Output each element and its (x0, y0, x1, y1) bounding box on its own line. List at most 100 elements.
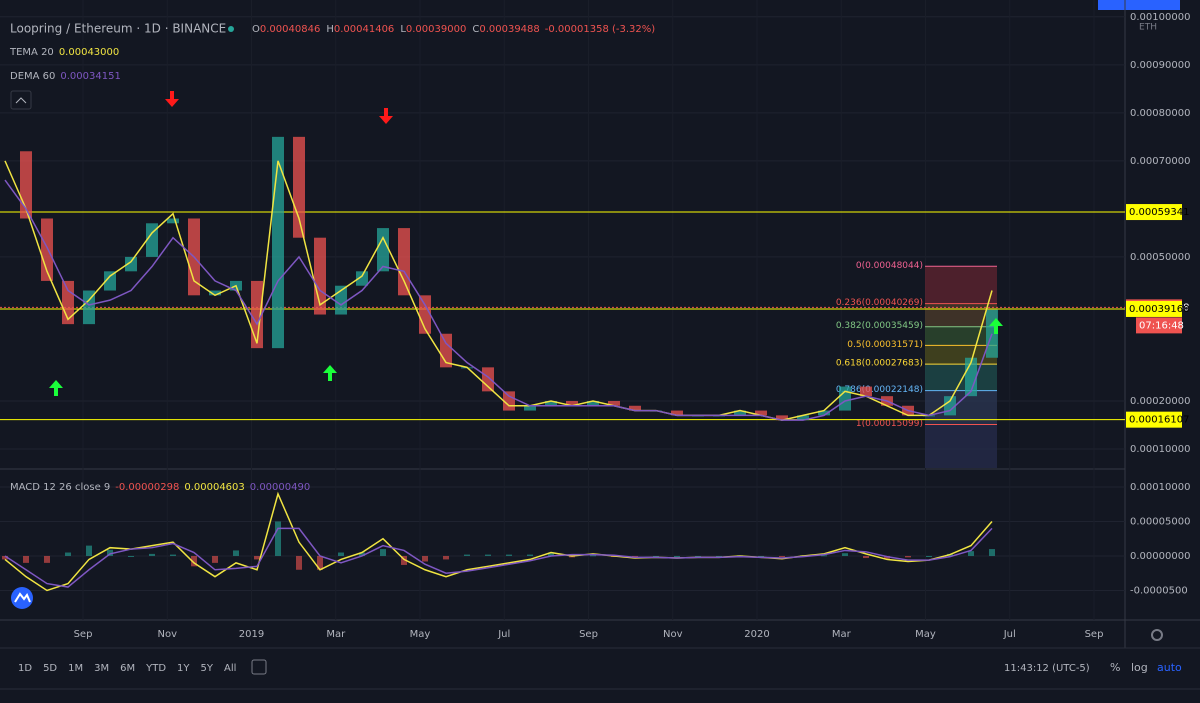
histogram-bar (443, 555, 449, 560)
period-button[interactable]: All (224, 663, 236, 674)
histogram-bar (23, 555, 29, 563)
histogram-bar (464, 554, 470, 556)
candles (20, 136, 998, 421)
ohlc-value: 0.00039488 (479, 24, 539, 35)
period-button[interactable]: 1Y (177, 663, 190, 674)
histogram-bar (296, 555, 302, 570)
period-button[interactable]: 1D (18, 663, 32, 674)
indicator-line (4, 179, 993, 421)
x-tick-label: May (410, 629, 431, 640)
scale-button[interactable]: auto (1157, 661, 1182, 674)
x-tick-label: 2019 (239, 629, 264, 640)
histogram-bar (758, 555, 764, 557)
x-tick-label: Jul (1003, 629, 1016, 640)
y-tick-label: 0.00005000 (1130, 516, 1190, 527)
candle (587, 400, 599, 406)
candle (419, 295, 431, 334)
fib-label: 0.618(0.00027683) (836, 359, 923, 369)
candle (776, 415, 788, 421)
macd-legend: MACD 12 26 close 9 -0.00000298 0.00004603 0… (10, 482, 310, 493)
histogram-bar (65, 552, 71, 556)
collapse-icon (15, 97, 27, 104)
histogram-bar (506, 554, 512, 556)
histogram-bar (254, 555, 260, 560)
collapse-button[interactable] (10, 90, 32, 110)
change: -0.00001358 (-3.32%) (545, 24, 656, 35)
fib-band (925, 390, 997, 425)
y-tick-label: 0.00100000 (1130, 12, 1190, 23)
candle (755, 410, 767, 416)
toolbar: 1D 5D 1M 3M 6M YTD 1Y 5Y All 11:43:12 (UTC-5)% log… (18, 661, 1182, 674)
axes: 0.00010000 0.00020000 0.00050000 0.00070000… (74, 12, 1191, 640)
candle (167, 218, 179, 224)
candle (818, 410, 830, 416)
candle (272, 136, 284, 349)
logo-icon (14, 592, 31, 603)
top-button[interactable] (1098, 0, 1180, 10)
histogram-bar (380, 549, 386, 556)
fib-label: 0.5(0.00031571) (847, 340, 923, 350)
x-tick-label: Jul (497, 629, 510, 640)
fib-label: 0.236(0.00040269) (836, 298, 923, 308)
histogram-bar (86, 545, 92, 556)
macd-line (4, 491, 993, 592)
histogram-bar (2, 555, 8, 560)
histogram-bar (107, 549, 113, 556)
candle (860, 386, 872, 397)
histogram-bar (905, 555, 911, 558)
ohlc-label: C (472, 24, 479, 35)
candle (671, 410, 683, 416)
period-button[interactable]: 6M (120, 663, 135, 674)
countdown: 07:16:48 (1139, 320, 1184, 331)
compare-icon[interactable] (251, 659, 267, 675)
macd-line (4, 527, 993, 588)
clock: 11:43:12 (UTC-5) (1004, 663, 1090, 674)
period-button[interactable]: 1M (68, 663, 83, 674)
x-tick-label: May (915, 629, 936, 640)
candle (608, 400, 620, 406)
candle (146, 223, 158, 257)
y-tick-label: -0.0000500 (1130, 585, 1188, 596)
candle (398, 228, 410, 296)
candle (83, 290, 95, 325)
histogram-bar (548, 552, 554, 556)
histogram-bar (401, 555, 407, 565)
period-button[interactable]: 5D (43, 663, 57, 674)
x-tick-label: Sep (1085, 629, 1104, 640)
period-button[interactable]: 5Y (201, 663, 214, 674)
arrow-up (989, 318, 1003, 334)
settings-icon[interactable] (1151, 629, 1163, 641)
period-button[interactable]: 3M (94, 663, 109, 674)
price-label: 0.00039160 (1129, 304, 1189, 315)
candle (209, 290, 221, 296)
scale-button[interactable]: % (1110, 661, 1120, 674)
fib-band (925, 345, 997, 365)
fib-label: 1(0.00015099) (856, 419, 923, 429)
candle (545, 400, 557, 406)
y-tick-label: 0.00000000 (1130, 551, 1190, 562)
histogram-bar (212, 555, 218, 563)
candle (629, 405, 641, 411)
x-tick-label: Mar (326, 629, 346, 640)
macd-reading: 0.00004603 (184, 482, 244, 493)
candle (104, 271, 116, 291)
price-label-box (1126, 204, 1182, 221)
period-button[interactable]: YTD (145, 663, 166, 674)
price-label-box (1126, 411, 1182, 428)
candle (125, 256, 137, 272)
x-tick-label: Nov (663, 629, 683, 640)
macd-reading: 0.00000490 (250, 482, 310, 493)
x-tick-label: 2020 (744, 629, 769, 640)
histogram-bar (527, 554, 533, 556)
arrow-down (379, 108, 393, 124)
candle (356, 271, 368, 286)
histogram-bar (170, 554, 176, 556)
scale-button[interactable]: log (1131, 661, 1148, 674)
fib-band (925, 364, 997, 391)
histogram-bar (989, 549, 995, 556)
indicator-name: TEMA 20 (9, 47, 54, 58)
ohlc-value: 0.00041406 (334, 24, 394, 35)
x-tick-label: Mar (832, 629, 852, 640)
ohlc-value: 0.00040846 (260, 24, 320, 35)
